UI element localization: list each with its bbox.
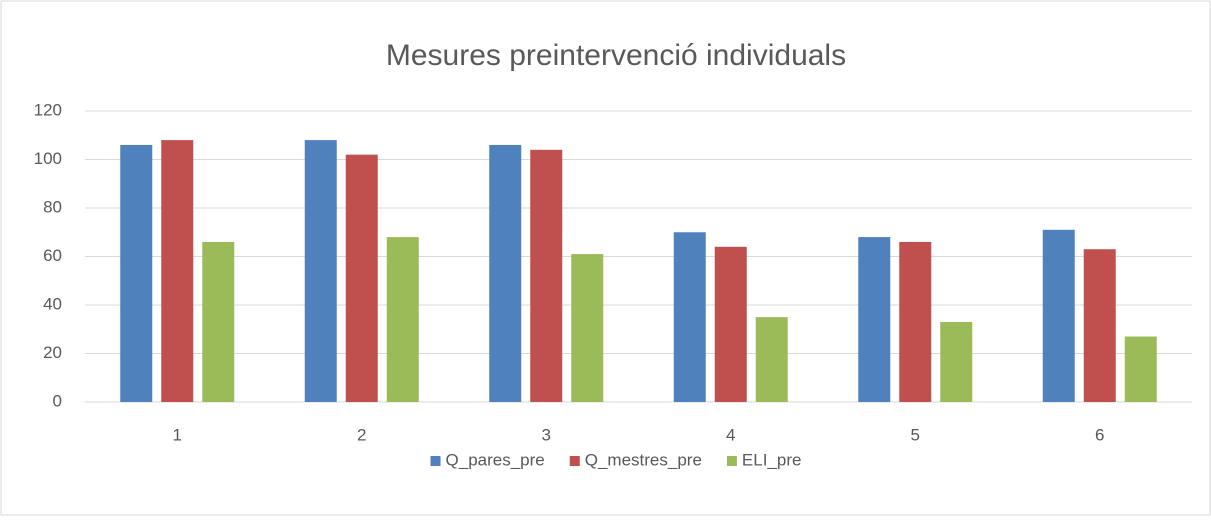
bar [1124, 336, 1157, 402]
legend-swatch [569, 456, 580, 466]
bar [899, 241, 932, 402]
y-tick-label: 100 [34, 149, 62, 168]
bar [345, 154, 378, 402]
x-tick-label: 5 [911, 425, 920, 444]
bar [1042, 229, 1075, 402]
bar [673, 232, 706, 402]
y-tick-label: 40 [43, 294, 62, 313]
y-tick-label: 0 [53, 391, 62, 410]
y-tick-label: 60 [43, 246, 62, 265]
x-tick-label: 1 [173, 425, 182, 444]
legend-label: Q_pares_pre [446, 450, 545, 469]
bar [304, 140, 337, 402]
bar [530, 149, 563, 402]
x-tick-label: 6 [1095, 425, 1104, 444]
legend-label: ELI_pre [742, 450, 802, 469]
bar [202, 241, 235, 402]
y-tick-label: 120 [34, 100, 62, 119]
legend-swatch [430, 456, 441, 466]
bar [386, 237, 419, 402]
x-tick-label: 4 [726, 425, 735, 444]
chart-title: Mesures preintervenció individuals [386, 39, 846, 72]
bar [755, 317, 788, 402]
bar [489, 144, 522, 402]
x-tick-label: 2 [357, 425, 366, 444]
y-tick-label: 80 [43, 197, 62, 216]
bar [120, 144, 153, 402]
legend-label: Q_mestres_pre [585, 450, 702, 469]
bar [161, 140, 194, 402]
x-tick-label: 3 [542, 425, 551, 444]
bar [858, 237, 891, 402]
bar [1083, 249, 1116, 402]
y-tick-label: 20 [43, 343, 62, 362]
bar [714, 246, 747, 402]
legend-swatch [726, 456, 737, 466]
bar [940, 321, 973, 402]
bar [571, 254, 604, 402]
